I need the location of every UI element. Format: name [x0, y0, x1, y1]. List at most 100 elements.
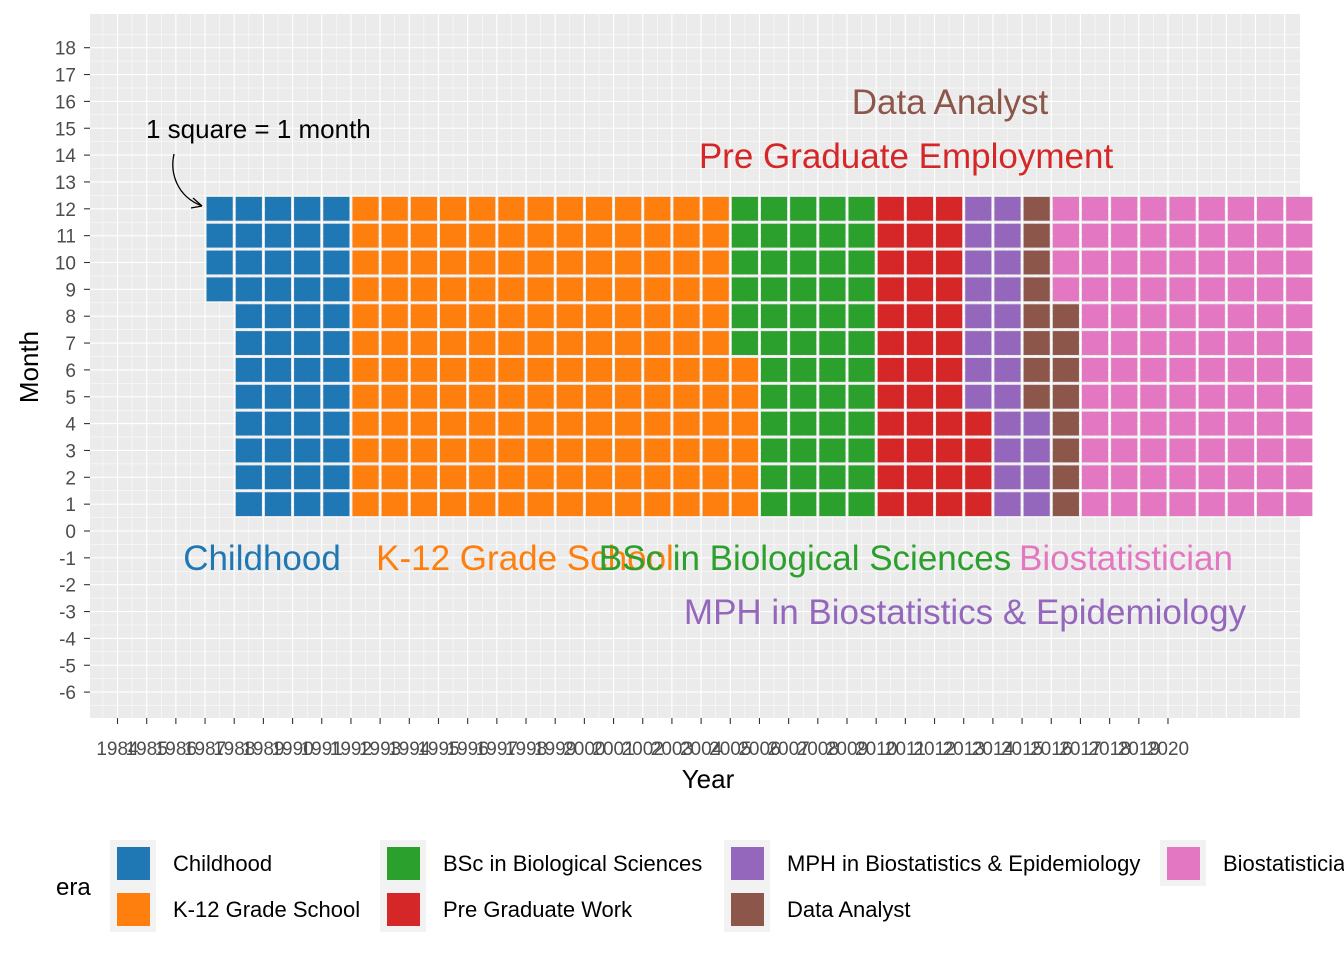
- tile: [498, 465, 525, 490]
- tile: [1052, 277, 1079, 302]
- tile: [1140, 357, 1167, 382]
- y-tick-label: -4: [59, 629, 76, 650]
- tile: [352, 438, 379, 463]
- tile: [352, 357, 379, 382]
- tile: [877, 438, 904, 463]
- tile: [1081, 384, 1109, 409]
- legend-label: Biostatistician: [1223, 851, 1344, 876]
- tile: [323, 438, 350, 463]
- tile: [1111, 465, 1138, 490]
- tile: [1286, 438, 1313, 463]
- tile: [1140, 465, 1167, 490]
- x-tick-label: 1988: [213, 739, 255, 760]
- y-tick-label: 17: [55, 66, 76, 87]
- tile: [644, 277, 671, 302]
- tile: [877, 331, 904, 355]
- tile: [556, 196, 583, 221]
- tile: [1081, 438, 1109, 463]
- tile: [673, 438, 700, 463]
- tile: [294, 196, 321, 221]
- tile: [439, 250, 467, 275]
- tile: [906, 196, 934, 221]
- tile: [527, 277, 554, 302]
- tile: [1169, 384, 1196, 409]
- tile: [760, 411, 788, 436]
- tile: [1169, 438, 1196, 463]
- tile: [790, 384, 817, 409]
- tile: [673, 492, 700, 517]
- y-tick-label: 1: [65, 495, 76, 516]
- tile: [848, 331, 875, 355]
- tile: [1081, 250, 1109, 275]
- tile: [323, 250, 350, 275]
- tile: [644, 492, 671, 517]
- y-tick-label: 10: [55, 254, 76, 275]
- tile: [352, 250, 379, 275]
- y-tick-label: 15: [55, 119, 76, 140]
- tile: [819, 438, 846, 463]
- tile: [1286, 250, 1313, 275]
- tile: [702, 357, 729, 382]
- tile: [527, 492, 554, 517]
- tile: [615, 223, 642, 248]
- y-tick-label: 8: [65, 307, 76, 328]
- x-tick-label: 2011: [885, 739, 926, 760]
- tile: [1169, 411, 1196, 436]
- tile: [352, 196, 379, 221]
- tile: [1227, 223, 1255, 248]
- tile: [702, 196, 729, 221]
- tile: [644, 465, 671, 490]
- tile: [1111, 492, 1138, 517]
- tile: [585, 384, 613, 409]
- tile: [1286, 384, 1313, 409]
- tile: [381, 357, 408, 382]
- tile: [585, 411, 613, 436]
- tile: [381, 304, 408, 329]
- y-tick-label: 13: [55, 173, 76, 194]
- tile: [819, 411, 846, 436]
- tile: [585, 196, 613, 221]
- tile: [994, 277, 1021, 302]
- tile: [235, 196, 262, 221]
- tile: [790, 465, 817, 490]
- tile: [439, 465, 467, 490]
- tile: [702, 250, 729, 275]
- annotation-text: 1 square = 1 month: [146, 114, 371, 144]
- tile: [1227, 492, 1255, 517]
- tile: [1257, 465, 1284, 490]
- tile: [323, 196, 350, 221]
- tile: [673, 196, 700, 221]
- tile: [527, 465, 554, 490]
- tile: [1111, 411, 1138, 436]
- y-tick-label: -6: [59, 683, 76, 704]
- tile: [848, 384, 875, 409]
- tile: [702, 492, 729, 517]
- tile: [877, 411, 904, 436]
- tile: [1052, 384, 1079, 409]
- x-tick-label: 2013: [943, 739, 985, 760]
- tile: [235, 492, 262, 517]
- tile: [819, 277, 846, 302]
- x-tick-label: 1992: [330, 739, 372, 760]
- tile: [731, 223, 758, 248]
- tile: [1198, 438, 1225, 463]
- tile: [673, 250, 700, 275]
- tile: [498, 438, 525, 463]
- tile: [235, 438, 262, 463]
- annotation-arrowhead: [190, 197, 203, 209]
- era-label: Childhood: [183, 539, 341, 578]
- tile: [556, 384, 583, 409]
- tile: [469, 304, 496, 329]
- tile: [294, 384, 321, 409]
- tile: [819, 492, 846, 517]
- tile: [877, 357, 904, 382]
- tile: [906, 438, 934, 463]
- tile: [439, 384, 467, 409]
- tile: [585, 223, 613, 248]
- tile: [760, 304, 788, 329]
- tile: [615, 492, 642, 517]
- tile: [439, 492, 467, 517]
- tile: [673, 384, 700, 409]
- tile: [381, 223, 408, 248]
- tile: [936, 465, 963, 490]
